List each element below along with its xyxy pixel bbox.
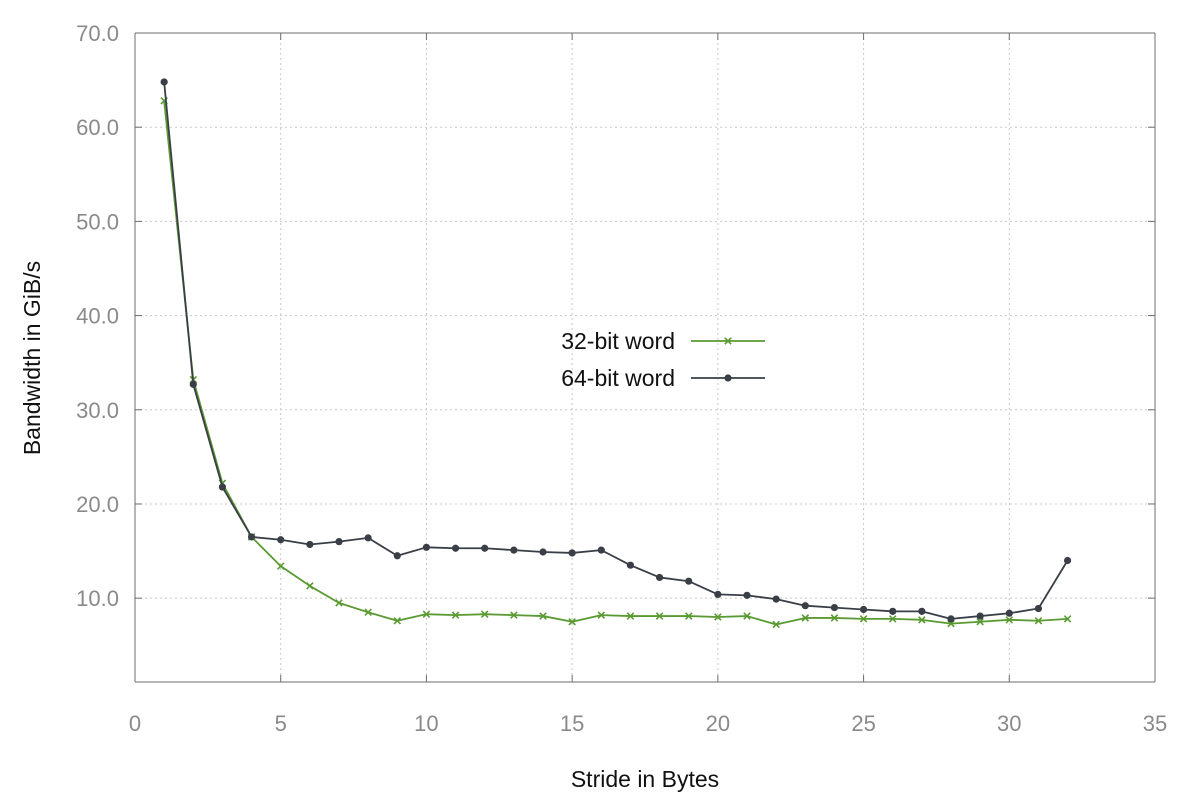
- y-tick-label: 50.0: [76, 209, 119, 234]
- tick-labels: 0 5 10 15 20 25 30 35 10.0 20.0 30.0 40.0 50.0 60.0 70…: [76, 21, 1167, 736]
- grid: [135, 33, 1156, 682]
- data-point-32-bit-word: [510, 611, 518, 619]
- data-point-32-bit-word: [422, 610, 431, 618]
- data-point-64-bit-word: [714, 590, 722, 598]
- legend-label: 32-bit word: [561, 328, 675, 354]
- data-point-32-bit-word: [451, 611, 460, 619]
- data-point-64-bit-word: [393, 552, 401, 560]
- data-point-32-bit-word: [859, 615, 868, 623]
- data-point-32-bit-word: [888, 615, 897, 623]
- data-point-64-bit-word: [1063, 556, 1072, 565]
- x-tick-label: 15: [560, 711, 584, 736]
- data-point-64-bit-word: [568, 549, 576, 557]
- x-tick-label: 20: [706, 711, 730, 736]
- legend: 32-bit word 64-bit word: [561, 328, 765, 391]
- data-point-64-bit-word: [772, 595, 780, 603]
- series-line-32-bit-word: [163, 100, 1068, 626]
- x-axis-label: Stride in Bytes: [571, 766, 719, 792]
- data-point-64-bit-word: [889, 607, 897, 615]
- data-point-64-bit-word: [1005, 609, 1013, 617]
- data-point-32-bit-word: [1063, 615, 1072, 623]
- data-point-32-bit-word: [1005, 616, 1014, 624]
- data-point-32-bit-word: [626, 612, 635, 620]
- axes: [134, 32, 1156, 683]
- y-tick-label: 40.0: [76, 304, 119, 329]
- x-tick-label: 35: [1143, 711, 1167, 736]
- data-point-32-bit-word: [306, 582, 314, 590]
- y-tick-label: 10.0: [76, 586, 119, 611]
- data-point-64-bit-word: [510, 546, 518, 554]
- data-point-64-bit-word: [306, 540, 314, 549]
- data-point-32-bit-word: [568, 617, 576, 626]
- data-point-32-bit-word: [393, 617, 402, 625]
- legend-swatch-marker: [724, 337, 732, 345]
- data-point-32-bit-word: [1034, 617, 1043, 625]
- data-point-32-bit-word: [918, 616, 926, 624]
- y-tick-label: 60.0: [76, 115, 119, 140]
- data-point-32-bit-word: [684, 612, 693, 620]
- data-point-64-bit-word: [1034, 604, 1043, 613]
- legend-label: 64-bit word: [561, 365, 675, 391]
- x-tick-label: 25: [851, 711, 875, 736]
- data-point-32-bit-word: [364, 608, 372, 617]
- data-point-32-bit-word: [539, 612, 547, 620]
- data-point-64-bit-word: [539, 548, 547, 556]
- data-point-32-bit-word: [714, 613, 722, 621]
- x-tick-label: 10: [414, 711, 438, 736]
- x-tick-label: 5: [275, 711, 287, 736]
- data-point-32-bit-word: [830, 614, 839, 622]
- y-axis-label: Bandwidth in GiB/s: [19, 261, 45, 455]
- data-point-32-bit-word: [597, 611, 606, 619]
- y-tick-label: 70.0: [76, 21, 119, 46]
- y-tick-label: 30.0: [76, 398, 119, 423]
- legend-swatch-marker: [724, 374, 732, 382]
- legend-item-32-bit-word: 32-bit word: [561, 328, 765, 354]
- data-point-64-bit-word: [189, 380, 197, 388]
- data-point-32-bit-word: [276, 562, 285, 570]
- data-point-32-bit-word: [655, 612, 664, 620]
- data-point-64-bit-word: [451, 544, 460, 552]
- series-line-64-bit-word: [163, 81, 1069, 620]
- data-point-32-bit-word: [743, 612, 751, 620]
- x-tick-label: 0: [129, 711, 141, 736]
- data-point-64-bit-word: [859, 605, 868, 614]
- series-64-bit-word: [160, 78, 1072, 623]
- data-point-64-bit-word: [597, 546, 605, 554]
- series-32-bit-word: [160, 97, 1072, 629]
- legend-item-64-bit-word: 64-bit word: [561, 365, 765, 391]
- data-point-64-bit-word: [830, 603, 839, 612]
- data-point-64-bit-word: [801, 602, 809, 610]
- data-point-64-bit-word: [364, 534, 372, 542]
- data-point-32-bit-word: [772, 620, 780, 629]
- series-group: [160, 78, 1072, 629]
- data-point-64-bit-word: [218, 483, 227, 491]
- data-point-64-bit-word: [918, 607, 926, 615]
- data-point-64-bit-word: [247, 533, 256, 541]
- data-point-64-bit-word: [335, 538, 343, 546]
- y-tick-label: 20.0: [76, 492, 119, 517]
- data-point-64-bit-word: [160, 78, 168, 86]
- data-point-64-bit-word: [685, 577, 693, 585]
- data-point-64-bit-word: [743, 591, 751, 599]
- x-tick-label: 30: [997, 711, 1021, 736]
- data-point-64-bit-word: [277, 536, 285, 544]
- data-point-64-bit-word: [976, 612, 984, 620]
- data-point-64-bit-word: [481, 544, 489, 552]
- data-point-32-bit-word: [335, 599, 343, 607]
- data-point-32-bit-word: [480, 610, 489, 618]
- data-point-64-bit-word: [947, 615, 955, 623]
- data-point-64-bit-word: [626, 561, 635, 569]
- data-point-64-bit-word: [422, 543, 431, 551]
- data-point-64-bit-word: [655, 573, 664, 582]
- data-point-32-bit-word: [976, 617, 984, 626]
- data-point-32-bit-word: [801, 614, 810, 622]
